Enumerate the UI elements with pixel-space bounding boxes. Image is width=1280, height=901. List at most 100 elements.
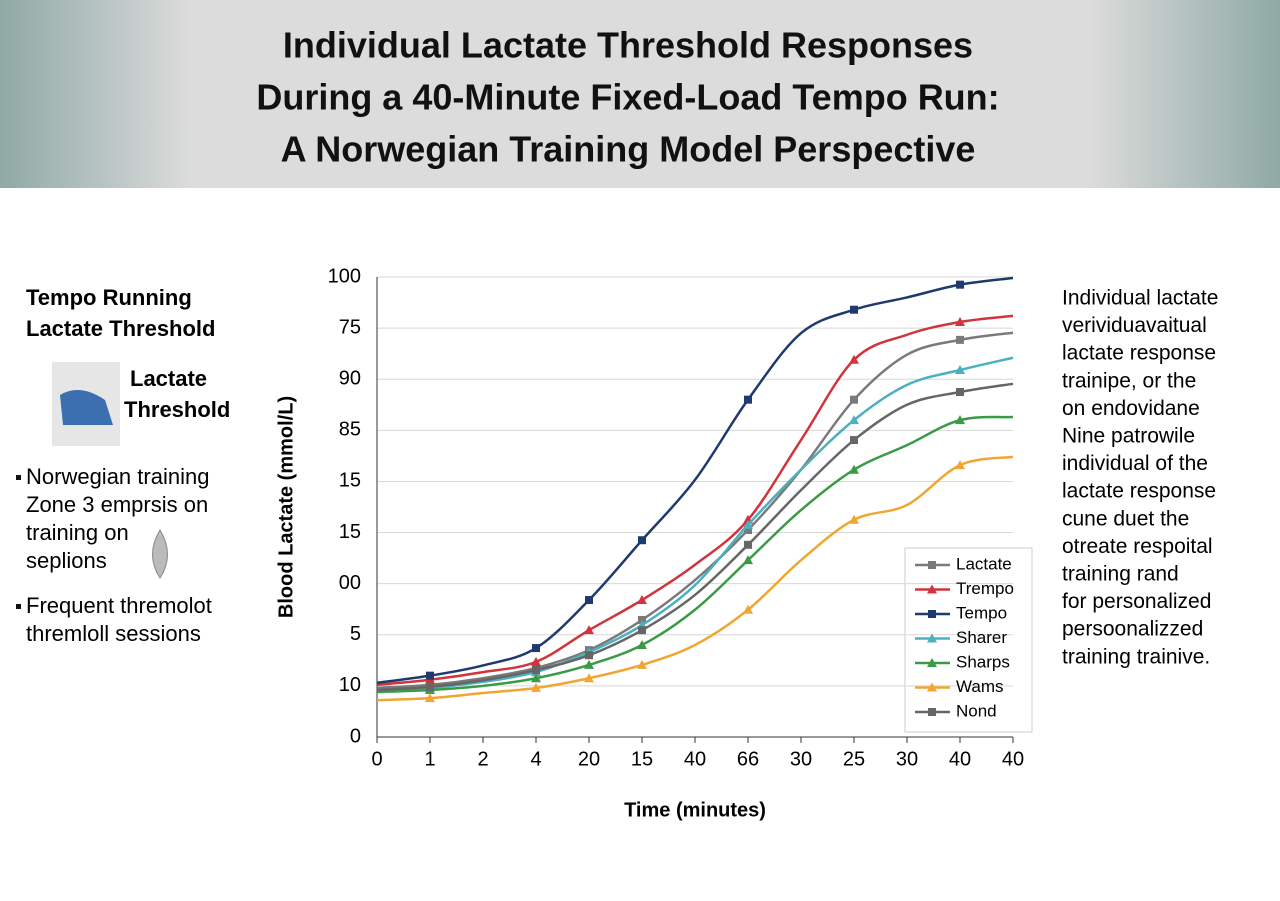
marker [426, 671, 434, 680]
marker [638, 536, 646, 545]
marker [531, 673, 541, 683]
y-tick-label: 5 [350, 623, 361, 645]
marker [956, 388, 964, 396]
marker [531, 682, 541, 692]
bullet-text: Zone 3 emprsis on [26, 492, 208, 517]
y-tick-label: 0 [350, 725, 361, 747]
legend-label: Tempo [956, 603, 1007, 622]
x-tick-label: 20 [578, 748, 600, 770]
marker [637, 640, 647, 649]
header-band [0, 0, 1280, 188]
right-text: for personalized [1062, 590, 1211, 613]
shoe-shape [60, 390, 113, 425]
marker [584, 625, 594, 635]
right-text: persoonalizzed [1062, 618, 1203, 641]
x-tick-label: 40 [684, 748, 706, 770]
marker [637, 659, 647, 669]
legend-label: Nond [956, 701, 997, 720]
marker [955, 316, 965, 326]
marker [425, 693, 435, 703]
right-text: individual of the [1062, 452, 1208, 475]
marker [850, 395, 858, 404]
legend-marker [927, 633, 937, 643]
marker [532, 644, 540, 653]
legend-label: Sharer [956, 628, 1007, 647]
marker [743, 604, 753, 614]
series-line [376, 331, 1014, 690]
y-axis-label: Blood Lactate (mmol/L) [275, 396, 297, 618]
marker [744, 526, 752, 534]
drop-icon [152, 529, 168, 579]
right-text: training rand [1062, 563, 1179, 586]
bullet-text: thremloll sessions [26, 621, 201, 646]
y-tick-label: 15 [339, 470, 361, 492]
series-line [376, 382, 1014, 692]
legend-label: Wams [956, 677, 1004, 696]
marker [850, 305, 858, 314]
series-line [376, 356, 1014, 692]
right-text: Individual lactate [1062, 287, 1218, 310]
y-tick-label: 15 [339, 521, 361, 543]
series-line [376, 314, 1014, 687]
legend-label: Trempo [956, 579, 1014, 598]
left-heading: Tempo Running [26, 285, 192, 310]
title-line: Individual Lactate Threshold Responses [283, 25, 973, 66]
title-line: During a 40-Minute Fixed-Load Tempo Run: [256, 77, 999, 118]
marker [638, 615, 646, 624]
marker [849, 415, 859, 425]
x-axis-label: Time (minutes) [624, 799, 766, 821]
badge-text: Threshold [124, 397, 230, 422]
marker [426, 682, 434, 691]
y-tick-label: 10 [339, 674, 361, 696]
right-text: cune duet the [1062, 507, 1189, 530]
legend-box [904, 547, 1033, 733]
y-tick-label: 00 [339, 572, 361, 594]
bullet-dot [16, 604, 21, 609]
marker [956, 280, 964, 289]
x-tick-label: 2 [477, 748, 488, 770]
legend-marker [927, 658, 937, 667]
marker [637, 595, 647, 605]
marker [532, 666, 540, 675]
legend-label: Sharps [956, 652, 1010, 671]
legend-marker [928, 708, 936, 716]
x-tick-label: 40 [1002, 748, 1024, 770]
bullet-dot [16, 475, 21, 480]
legend-marker [928, 561, 936, 569]
marker [638, 626, 646, 635]
bullet-text: training on [26, 520, 129, 545]
legend-marker [927, 584, 937, 594]
marker [849, 464, 859, 474]
legend-marker [927, 682, 937, 692]
x-tick-label: 30 [790, 748, 812, 770]
series-line [376, 455, 1014, 702]
x-tick-label: 25 [843, 748, 865, 770]
marker [955, 365, 965, 375]
marker [531, 656, 541, 666]
right-text: verividuavaitual [1062, 314, 1207, 337]
right-text: on endovidane [1062, 397, 1200, 420]
marker [744, 395, 752, 404]
y-tick-label: 90 [339, 368, 361, 390]
left-heading: Lactate Threshold [26, 316, 215, 341]
x-tick-label: 0 [371, 748, 382, 770]
marker [850, 436, 858, 445]
bullet-text: seplions [26, 548, 107, 573]
x-tick-label: 40 [949, 748, 971, 770]
x-tick-label: 4 [530, 748, 541, 770]
legend-marker [928, 610, 936, 618]
marker [585, 651, 593, 660]
marker [743, 519, 753, 529]
y-tick-label: 85 [339, 419, 361, 441]
y-tick-label: 100 [328, 265, 361, 287]
marker [955, 460, 965, 470]
badge-text: Lactate [130, 366, 207, 391]
right-text: training trainive. [1062, 645, 1210, 668]
marker [849, 354, 859, 364]
bullet-text: Norwegian training [26, 464, 209, 489]
x-tick-label: 30 [896, 748, 918, 770]
right-text: lactate response [1062, 480, 1216, 503]
bullet-text: Frequent thremolot [26, 593, 212, 618]
